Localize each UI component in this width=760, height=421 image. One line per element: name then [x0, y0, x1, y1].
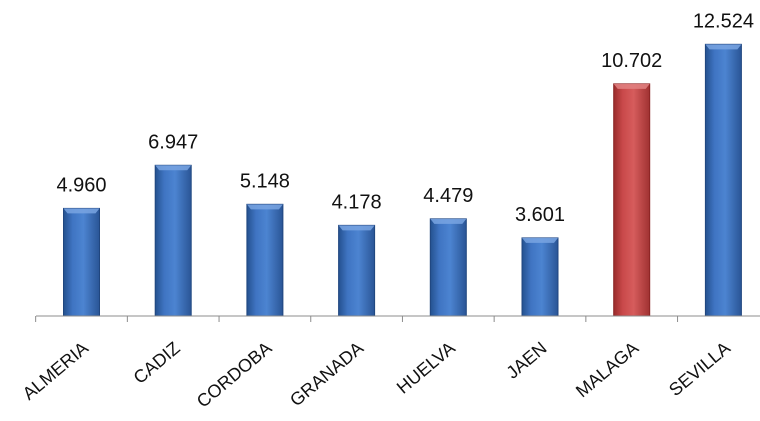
bar-body — [704, 43, 742, 317]
bar-body — [521, 237, 559, 317]
data-label-sevilla: 12.524 — [693, 10, 754, 32]
bar-body — [63, 207, 100, 317]
x-axis — [35, 315, 760, 322]
bar-cordoba — [246, 203, 284, 317]
bar-malaga — [613, 83, 651, 317]
bar-huelva — [429, 218, 467, 317]
data-label-granada: 4.178 — [332, 191, 382, 213]
data-label-jaen: 3.601 — [515, 204, 565, 226]
x-tick-label-cadiz: CADIZ — [130, 338, 184, 388]
bar-bevel — [430, 218, 467, 224]
bar-sevilla — [704, 43, 742, 317]
data-label-cordoba: 5.148 — [240, 170, 290, 192]
bars-layer — [63, 43, 742, 317]
x-tick-label-almeria: ALMERIA — [19, 338, 92, 404]
bar-body — [613, 83, 651, 317]
bar-cadiz — [154, 164, 192, 317]
bar-bevel — [522, 237, 558, 243]
bar-jaen — [521, 237, 559, 317]
x-tick-label-cordoba: CORDOBA — [193, 338, 276, 412]
x-tick-label-sevilla: SEVILLA — [665, 338, 734, 400]
bar-bevel — [246, 204, 283, 210]
bar-bevel — [155, 165, 192, 171]
bar-bevel — [705, 44, 742, 50]
bar-bevel — [338, 225, 375, 231]
bar-bevel — [63, 208, 100, 214]
bar-bevel — [613, 83, 650, 89]
data-label-malaga: 10.702 — [601, 50, 662, 72]
data-labels-layer: 4.960 6.947 5.148 4.178 4.479 3.601 10.702 12.5… — [56, 10, 754, 226]
x-tick-label-jaen: JAEN — [502, 338, 550, 383]
bar-granada — [338, 224, 376, 317]
bar-body — [154, 164, 192, 317]
bar-body — [429, 218, 467, 317]
data-label-huelva: 4.479 — [423, 185, 473, 207]
x-tick-label-malaga: MALAGA — [572, 338, 642, 402]
x-tick-label-huelva: HUELVA — [393, 338, 459, 398]
bar-body — [246, 203, 284, 317]
data-label-cadiz: 6.947 — [148, 131, 198, 153]
x-tick-labels: ALMERIA CADIZ CORDOBA GRANADA HUELVA JAEN MALA… — [19, 338, 734, 412]
bar-body — [338, 224, 376, 317]
data-label-almeria: 4.960 — [56, 174, 106, 196]
bar-almeria — [63, 207, 100, 317]
x-tick-label-granada: GRANADA — [286, 338, 367, 411]
